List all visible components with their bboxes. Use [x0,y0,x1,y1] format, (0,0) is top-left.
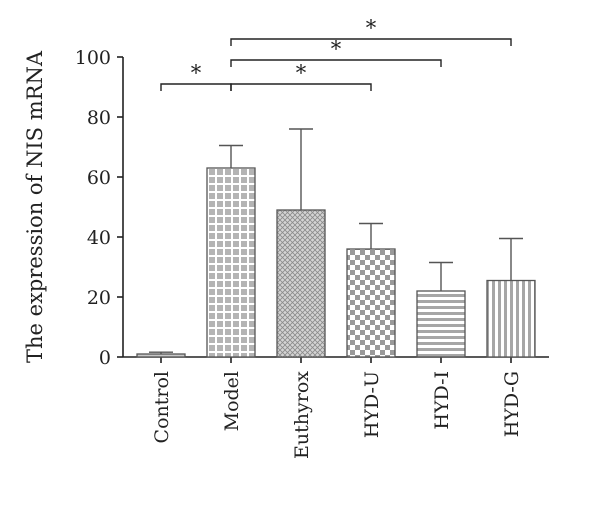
significance-bracket [230,38,512,46]
y-tick-label: 20 [87,287,111,309]
bars [136,167,536,358]
significance-star: * [366,16,377,40]
x-axis-tick-labels: Control Model Euthyrox HYD-U HYD-I HYD-G [151,371,523,459]
significance-bracket [230,59,442,67]
significance-bracket [160,83,232,91]
x-tick-label-euthyrox: Euthyrox [291,371,313,459]
x-tick-label-hyd-g: HYD-G [501,371,523,437]
y-axis-label: The expression of NIS mRNA [23,50,47,363]
significance-brackets: * * * * [160,16,512,91]
y-tick-label: 60 [87,167,111,189]
x-tick-label-hyd-i: HYD-I [431,371,453,430]
y-tick-label: 80 [87,107,111,129]
significance-bracket [230,83,372,91]
bar-hyd-g [486,279,536,358]
x-tick-label-hyd-u: HYD-U [361,371,383,438]
error-bars [149,128,523,354]
x-tick-label-model: Model [221,371,243,431]
significance-star: * [191,61,202,85]
y-tick-label: 40 [87,227,111,249]
bar-model [206,167,256,358]
significance-star: * [296,61,307,85]
bar-hyd-i [416,290,466,358]
bar-euthyrox [276,209,326,358]
y-tick-label: 0 [99,347,111,369]
axes: 0 20 40 60 80 100 [75,47,549,369]
significance-star: * [331,37,342,61]
bar-control [136,353,186,358]
y-tick-label: 100 [75,47,111,69]
bar-hyd-u [346,248,396,358]
x-tick-label-control: Control [151,371,173,443]
